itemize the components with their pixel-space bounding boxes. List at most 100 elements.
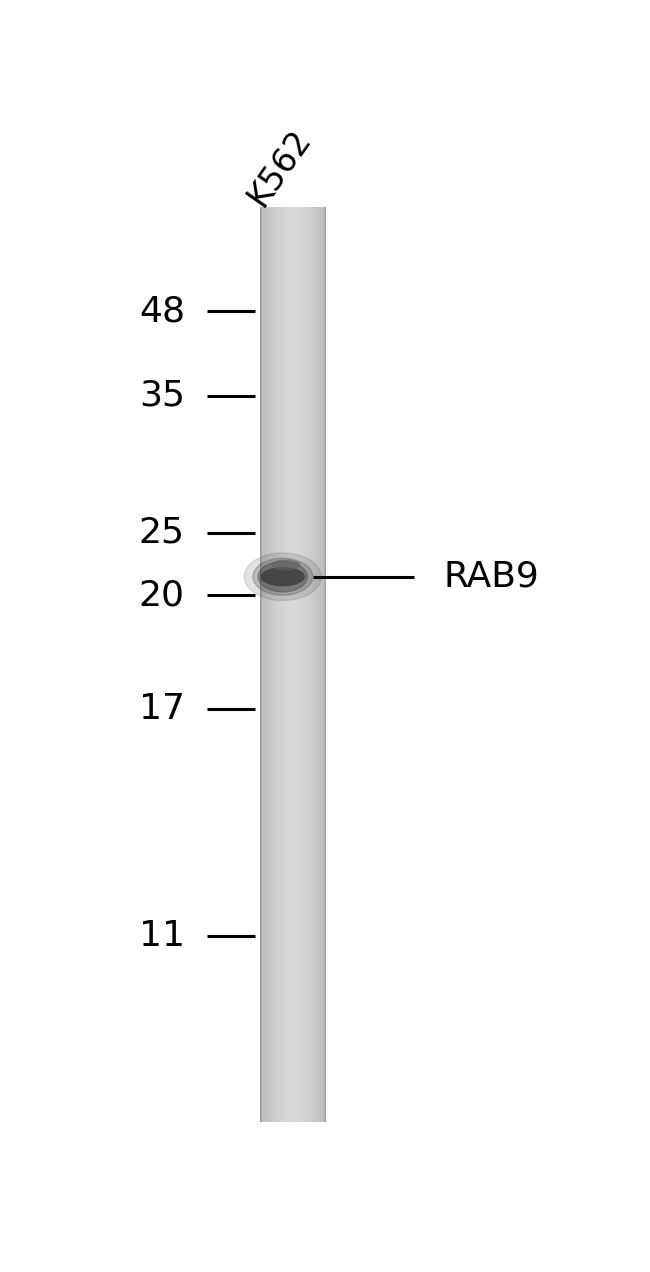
Ellipse shape: [261, 567, 304, 585]
Bar: [266, 206, 268, 1122]
Bar: [292, 206, 294, 1122]
Text: 48: 48: [139, 294, 185, 328]
Bar: [298, 206, 299, 1122]
Bar: [303, 206, 304, 1122]
Bar: [310, 206, 311, 1122]
Bar: [282, 206, 283, 1122]
Bar: [300, 206, 301, 1122]
Bar: [306, 206, 307, 1122]
Bar: [320, 206, 321, 1122]
Bar: [262, 206, 263, 1122]
Bar: [276, 206, 278, 1122]
Ellipse shape: [272, 560, 300, 570]
Bar: [291, 206, 292, 1122]
Bar: [276, 206, 277, 1122]
Ellipse shape: [258, 561, 307, 591]
Bar: [321, 206, 322, 1122]
Bar: [308, 206, 309, 1122]
Bar: [315, 206, 316, 1122]
Text: 25: 25: [139, 515, 185, 550]
Bar: [302, 206, 303, 1122]
Bar: [269, 206, 270, 1122]
Bar: [287, 206, 288, 1122]
Bar: [322, 206, 323, 1122]
Bar: [288, 206, 289, 1122]
Bar: [267, 206, 268, 1122]
Bar: [263, 206, 264, 1122]
Bar: [297, 206, 298, 1122]
Bar: [298, 206, 300, 1122]
Bar: [264, 206, 265, 1122]
Bar: [313, 206, 315, 1122]
Bar: [307, 206, 309, 1122]
Bar: [274, 206, 276, 1122]
Bar: [273, 206, 274, 1122]
Text: 11: 11: [139, 920, 185, 953]
Bar: [315, 206, 317, 1122]
Bar: [323, 206, 324, 1122]
Text: 20: 20: [139, 579, 185, 612]
Bar: [261, 206, 262, 1122]
Bar: [269, 206, 270, 1122]
Ellipse shape: [244, 553, 321, 600]
Bar: [283, 206, 285, 1122]
Bar: [294, 206, 296, 1122]
Bar: [262, 206, 263, 1122]
Bar: [311, 206, 312, 1122]
Bar: [293, 206, 294, 1122]
Bar: [300, 206, 302, 1122]
Bar: [260, 206, 261, 1122]
Text: 17: 17: [139, 692, 185, 726]
Bar: [301, 206, 302, 1122]
Bar: [270, 206, 272, 1122]
Bar: [265, 206, 266, 1122]
Bar: [275, 206, 276, 1122]
Bar: [292, 206, 293, 1122]
Bar: [317, 206, 318, 1122]
Bar: [310, 206, 311, 1122]
Bar: [304, 206, 306, 1122]
Bar: [261, 206, 262, 1122]
Bar: [309, 206, 310, 1122]
Bar: [324, 206, 326, 1122]
Bar: [322, 206, 323, 1122]
Bar: [283, 206, 284, 1122]
Bar: [286, 206, 287, 1122]
Bar: [285, 206, 286, 1122]
Text: 35: 35: [139, 379, 185, 412]
Ellipse shape: [253, 558, 313, 595]
Bar: [278, 206, 279, 1122]
Bar: [312, 206, 313, 1122]
Bar: [313, 206, 314, 1122]
Bar: [281, 206, 282, 1122]
Bar: [280, 206, 281, 1122]
Bar: [311, 206, 313, 1122]
Bar: [319, 206, 320, 1122]
Bar: [268, 206, 269, 1122]
Bar: [263, 206, 265, 1122]
Bar: [286, 206, 287, 1122]
Bar: [287, 206, 289, 1122]
Bar: [285, 206, 286, 1122]
Bar: [281, 206, 282, 1122]
Text: K562: K562: [241, 123, 317, 212]
Bar: [317, 206, 318, 1122]
Text: RAB9: RAB9: [444, 560, 540, 594]
Bar: [294, 206, 295, 1122]
Bar: [302, 206, 303, 1122]
Bar: [279, 206, 280, 1122]
Bar: [290, 206, 291, 1122]
Bar: [278, 206, 279, 1122]
Bar: [305, 206, 306, 1122]
Bar: [289, 206, 290, 1122]
Bar: [296, 206, 297, 1122]
Bar: [306, 206, 307, 1122]
Bar: [271, 206, 272, 1122]
Bar: [280, 206, 281, 1122]
Bar: [289, 206, 291, 1122]
Bar: [304, 206, 305, 1122]
Bar: [314, 206, 315, 1122]
Bar: [324, 206, 325, 1122]
Bar: [320, 206, 322, 1122]
Bar: [318, 206, 320, 1122]
